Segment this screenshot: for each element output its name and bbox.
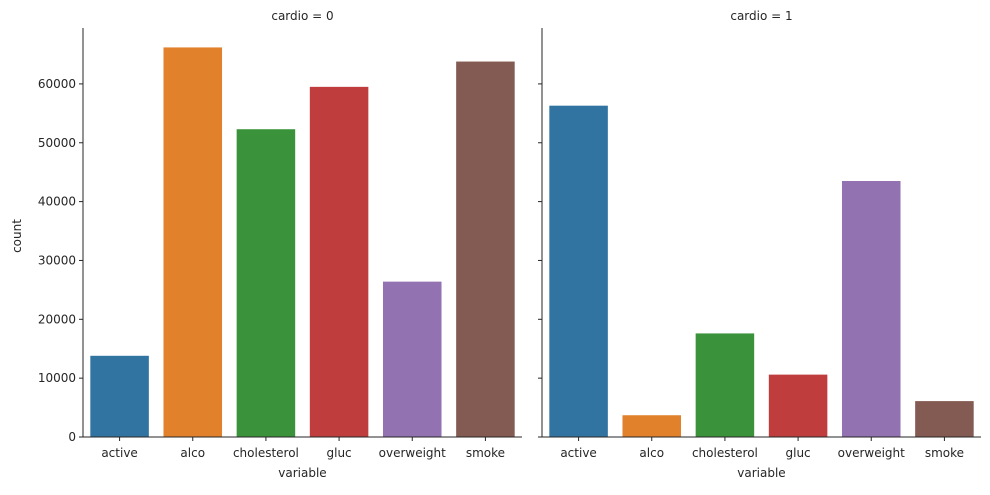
panel-title: cardio = 1 bbox=[730, 9, 792, 23]
bar-cholesterol bbox=[695, 333, 755, 437]
y-tick-label: 0 bbox=[68, 430, 76, 444]
x-tick-label: cholesterol bbox=[233, 446, 299, 460]
bar-active bbox=[90, 355, 149, 437]
panel-cardio-1: cardio = 1 active alco cholesterol gluc overw… bbox=[538, 9, 981, 480]
y-tick-label: 10000 bbox=[38, 371, 76, 385]
x-tick-label: overweight bbox=[838, 446, 906, 460]
y-axis-label: count bbox=[10, 219, 24, 253]
y-tick-label: 60000 bbox=[38, 77, 76, 91]
x-tick-label: active bbox=[560, 446, 596, 460]
bar-gluc bbox=[309, 86, 369, 437]
bar-smoke bbox=[915, 401, 974, 437]
x-tick-label: alco bbox=[180, 446, 205, 460]
y-tick-label: 30000 bbox=[38, 253, 76, 267]
x-tick-label: cholesterol bbox=[692, 446, 758, 460]
bar-overweight bbox=[841, 181, 901, 437]
bar-cholesterol bbox=[236, 129, 296, 437]
panel-cardio-0: cardio = 0 active alco cholesterol gluc overw… bbox=[38, 9, 522, 480]
bar-smoke bbox=[456, 61, 515, 437]
x-axis-label: variable bbox=[737, 466, 785, 480]
bar-active bbox=[549, 105, 608, 437]
x-axis-label: variable bbox=[278, 466, 326, 480]
x-tick-label: smoke bbox=[466, 446, 505, 460]
bar-alco bbox=[622, 415, 682, 437]
x-tick-label: gluc bbox=[327, 446, 352, 460]
y-tick-label: 20000 bbox=[38, 312, 76, 326]
bar-gluc bbox=[768, 374, 828, 437]
y-tick-label: 50000 bbox=[38, 136, 76, 150]
x-tick-label: alco bbox=[639, 446, 664, 460]
x-tick-label: gluc bbox=[786, 446, 811, 460]
x-tick-label: smoke bbox=[925, 446, 964, 460]
bar-alco bbox=[163, 47, 223, 438]
x-tick-label: overweight bbox=[379, 446, 447, 460]
panel-title: cardio = 0 bbox=[271, 9, 333, 23]
bar-overweight bbox=[382, 281, 442, 437]
x-tick-label: active bbox=[101, 446, 137, 460]
y-tick-label: 40000 bbox=[38, 195, 76, 209]
